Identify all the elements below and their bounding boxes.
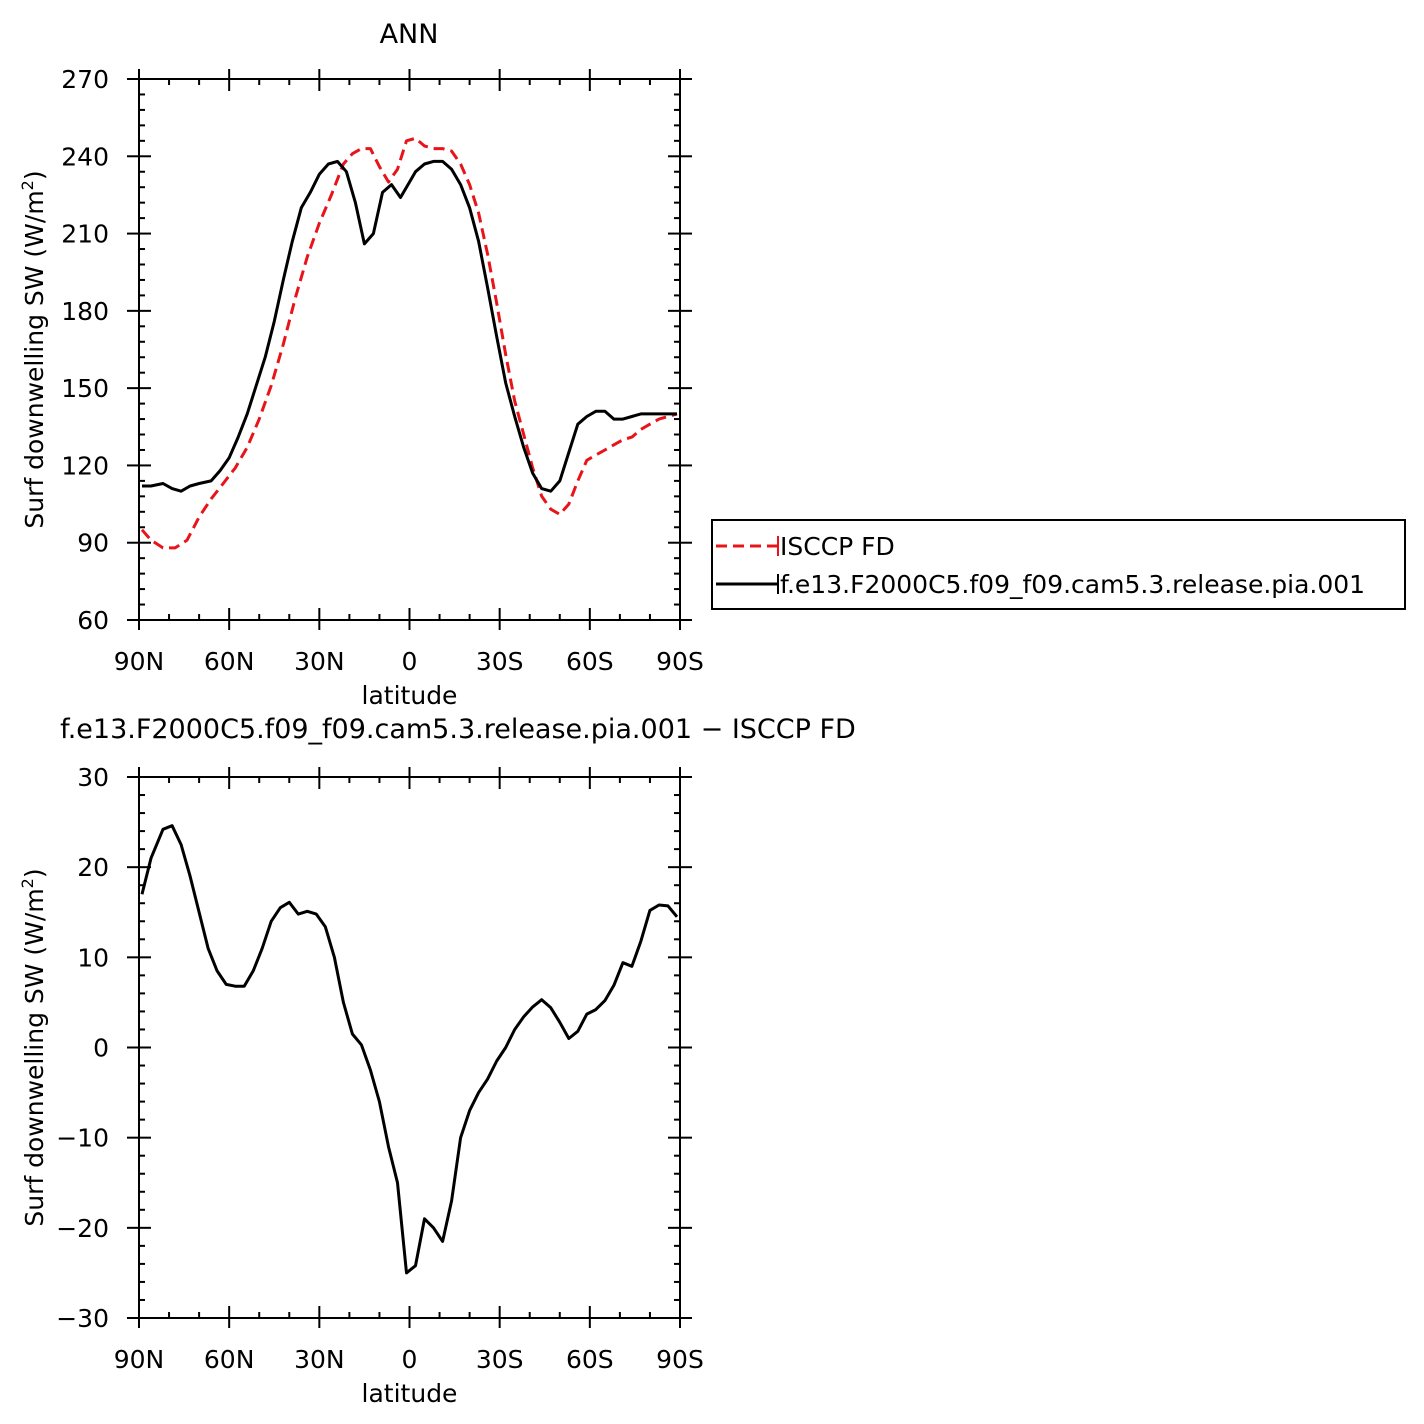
y-tick-label: 30 bbox=[77, 763, 109, 792]
y-tick-label: 10 bbox=[77, 943, 109, 972]
y-axis-label: Surf downwelling SW (W/m2) bbox=[18, 868, 49, 1226]
y-tick-label: 120 bbox=[61, 451, 109, 480]
y-tick-label: −10 bbox=[56, 1124, 109, 1153]
x-tick-label: 90N bbox=[114, 647, 165, 676]
x-tick-label: 90N bbox=[114, 1345, 165, 1374]
x-axis-label: latitude bbox=[362, 1379, 458, 1408]
x-tick-label: 90S bbox=[656, 1345, 704, 1374]
x-tick-label: 60N bbox=[204, 647, 255, 676]
y-tick-label: 20 bbox=[77, 853, 109, 882]
y-tick-label: 270 bbox=[61, 65, 109, 94]
chart-title: f.e13.F2000C5.f09_f09.cam5.3.release.pia… bbox=[60, 714, 856, 745]
y-tick-label: −20 bbox=[56, 1214, 109, 1243]
y-tick-label: 0 bbox=[93, 1034, 109, 1063]
x-tick-label: 30S bbox=[476, 1345, 524, 1374]
y-tick-label: 150 bbox=[61, 374, 109, 403]
x-tick-label: 60N bbox=[204, 1345, 255, 1374]
x-tick-label: 90S bbox=[656, 647, 704, 676]
x-tick-label: 60S bbox=[566, 647, 614, 676]
y-tick-label: −30 bbox=[56, 1304, 109, 1333]
y-tick-label: 240 bbox=[61, 142, 109, 171]
legend-label: ISCCP FD bbox=[780, 532, 895, 561]
y-axis-label-close: ) bbox=[20, 170, 49, 180]
y-axis-label-superscript: 2 bbox=[18, 878, 37, 888]
legend-label: f.e13.F2000C5.f09_f09.cam5.3.release.pia… bbox=[780, 570, 1365, 599]
series-line-isccp-fd bbox=[140, 136, 678, 550]
y-tick-label: 60 bbox=[77, 606, 109, 635]
panel-top: ANN 90N 60N 30N 0 30S 60S 90S 60 90 120 150 180 210 24… bbox=[18, 19, 1406, 710]
x-tick-label: 60S bbox=[566, 1345, 614, 1374]
y-axis-label-close: ) bbox=[20, 868, 49, 878]
legend: ISCCP FD f.e13.F2000C5.f09_f09.cam5.3.rel… bbox=[711, 519, 1406, 610]
y-axis-label-text: Surf downwelling SW (W/m bbox=[20, 888, 49, 1226]
series-line-difference bbox=[140, 824, 679, 1275]
plot-frame bbox=[138, 78, 681, 621]
x-axis-label: latitude bbox=[362, 681, 458, 710]
plot-frame bbox=[138, 776, 681, 1319]
chart-title: ANN bbox=[380, 19, 439, 50]
y-tick-label: 180 bbox=[61, 297, 109, 326]
panel-bottom: f.e13.F2000C5.f09_f09.cam5.3.release.pia… bbox=[18, 714, 856, 1408]
x-tick-label: 30S bbox=[476, 647, 524, 676]
y-axis-label-text: Surf downwelling SW (W/m bbox=[20, 190, 49, 528]
legend-box bbox=[711, 519, 1406, 610]
y-tick-label: 210 bbox=[61, 220, 109, 249]
x-tick-label: 30N bbox=[294, 1345, 345, 1374]
series-line-model bbox=[142, 159, 677, 493]
y-axis-label: Surf downwelling SW (W/m2) bbox=[18, 170, 49, 528]
y-tick-label: 90 bbox=[77, 529, 109, 558]
x-tick-label: 0 bbox=[402, 647, 418, 676]
y-axis-label-superscript: 2 bbox=[18, 180, 37, 190]
x-tick-label: 0 bbox=[402, 1345, 418, 1374]
x-tick-label: 30N bbox=[294, 647, 345, 676]
